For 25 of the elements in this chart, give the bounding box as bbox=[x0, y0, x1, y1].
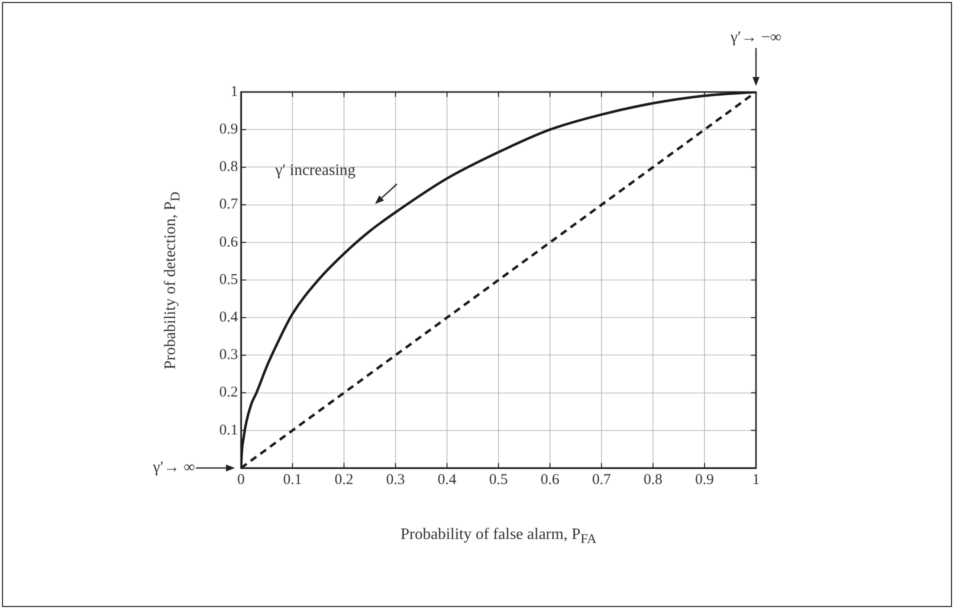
text: γ′→ −∞ bbox=[730, 29, 782, 47]
x-axis-title: Probability of false alarm, P$_{FA}$ bbox=[400, 526, 597, 547]
y-tick-label: 1 bbox=[230, 84, 238, 100]
x-tick-label: 1 bbox=[752, 472, 760, 488]
x-tick-label: 0 bbox=[237, 472, 245, 488]
y-tick-label: 0.4 bbox=[219, 310, 238, 326]
y-tick-label: 0.5 bbox=[219, 272, 238, 288]
x-tick-label: 0.4 bbox=[438, 472, 457, 488]
x-tick-label: 0.1 bbox=[283, 472, 302, 488]
y-tick-label: 0.2 bbox=[219, 384, 238, 401]
y-tick-label: 0.9 bbox=[219, 122, 238, 138]
annotation: γ′ increasing bbox=[275, 162, 356, 180]
x-tick-label: 0.5 bbox=[489, 472, 508, 488]
y-tick-label: 0.8 bbox=[219, 159, 238, 176]
x-tick-label: 0.7 bbox=[592, 472, 612, 488]
y-tick-label: 0.7 bbox=[219, 196, 238, 213]
text: γ′→ ∞ bbox=[153, 459, 195, 477]
x-tick-label: 0.8 bbox=[644, 472, 662, 488]
y-tick-label: 0.3 bbox=[219, 347, 238, 364]
x-tick-label: 0.9 bbox=[695, 472, 714, 488]
y-tick-label: 0.6 bbox=[219, 234, 238, 250]
y-tick-label: 0.1 bbox=[219, 422, 238, 438]
x-tick-label: 0.3 bbox=[386, 472, 405, 488]
x-tick-label: 0.6 bbox=[540, 472, 560, 488]
x-tick-label: 0.2 bbox=[334, 472, 354, 488]
